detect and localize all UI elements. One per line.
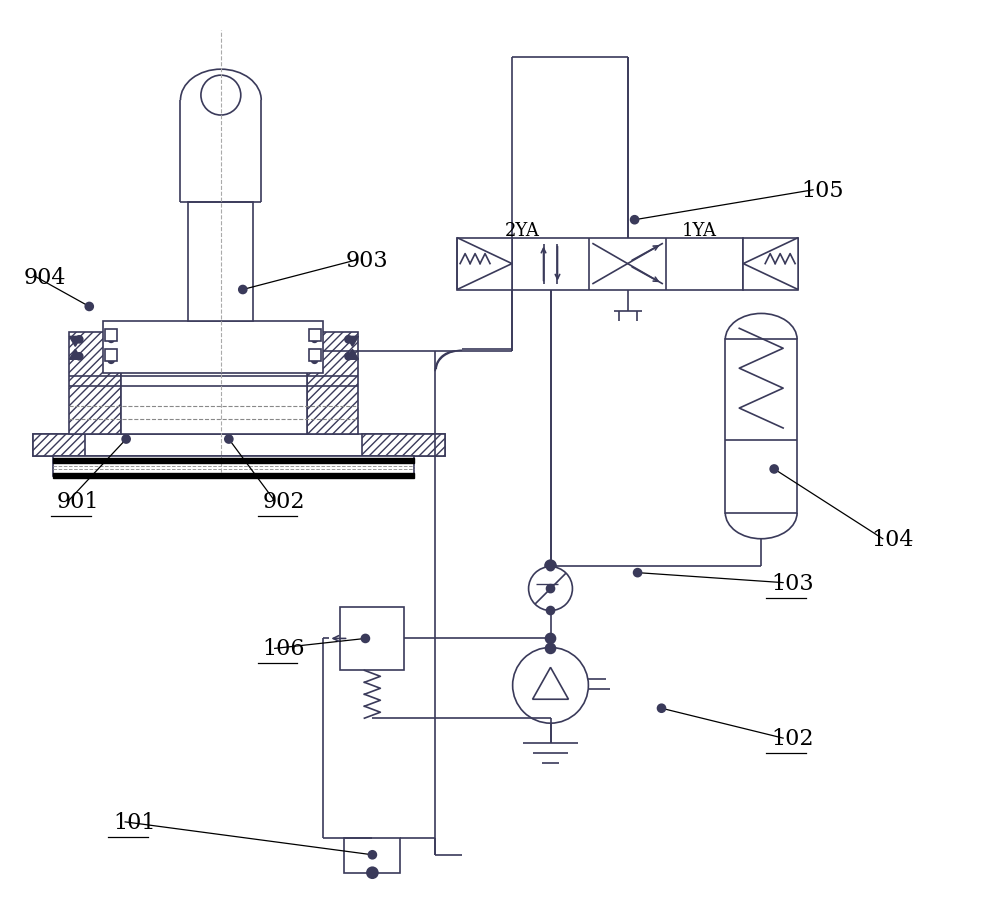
Circle shape: [513, 648, 588, 723]
Bar: [188, 202, 253, 322]
Circle shape: [547, 585, 555, 593]
Circle shape: [546, 644, 555, 654]
Bar: [53, 456, 414, 476]
Text: 101: 101: [113, 811, 156, 833]
Text: 2YA: 2YA: [505, 221, 540, 240]
Bar: [307, 333, 358, 435]
Text: 904: 904: [23, 266, 66, 288]
Bar: [33, 435, 85, 456]
Bar: [340, 607, 404, 670]
Polygon shape: [346, 350, 358, 360]
Bar: [457, 239, 512, 291]
Circle shape: [312, 337, 318, 343]
Circle shape: [368, 851, 376, 859]
Bar: [309, 330, 321, 342]
Circle shape: [345, 353, 352, 361]
Text: 903: 903: [345, 250, 388, 271]
Bar: [105, 350, 117, 362]
Polygon shape: [53, 474, 414, 478]
Circle shape: [76, 336, 83, 343]
Circle shape: [312, 358, 318, 363]
Polygon shape: [457, 239, 512, 291]
Bar: [69, 333, 121, 435]
Circle shape: [546, 634, 555, 644]
Text: 902: 902: [263, 490, 305, 512]
Circle shape: [201, 77, 241, 116]
Bar: [309, 350, 321, 362]
Bar: [512, 239, 743, 291]
Polygon shape: [69, 337, 81, 347]
Circle shape: [122, 435, 130, 444]
Circle shape: [345, 336, 352, 343]
Bar: [121, 333, 307, 435]
Polygon shape: [69, 350, 81, 360]
Bar: [362, 435, 445, 456]
Circle shape: [545, 560, 556, 571]
Circle shape: [529, 567, 572, 611]
Bar: [103, 322, 323, 374]
Circle shape: [361, 635, 369, 643]
Circle shape: [547, 607, 555, 615]
Bar: [743, 239, 798, 291]
Text: 103: 103: [771, 572, 814, 594]
Bar: [105, 330, 117, 342]
Circle shape: [85, 303, 93, 311]
Text: 106: 106: [263, 638, 305, 660]
Bar: [344, 838, 400, 873]
Polygon shape: [743, 239, 798, 291]
Circle shape: [658, 704, 665, 712]
Circle shape: [634, 569, 642, 577]
Bar: [33, 435, 445, 456]
Text: 105: 105: [801, 179, 844, 201]
Polygon shape: [346, 337, 358, 347]
Circle shape: [76, 353, 83, 361]
Circle shape: [367, 867, 378, 878]
Polygon shape: [53, 458, 414, 464]
Bar: [725, 340, 797, 513]
Text: 1YA: 1YA: [681, 221, 716, 240]
Circle shape: [770, 466, 778, 474]
Text: 104: 104: [871, 528, 913, 550]
Text: 901: 901: [56, 490, 99, 512]
Circle shape: [547, 563, 555, 571]
Circle shape: [239, 286, 247, 294]
Circle shape: [631, 217, 639, 224]
Circle shape: [108, 337, 114, 343]
Circle shape: [225, 435, 233, 444]
Circle shape: [108, 358, 114, 363]
Text: 102: 102: [771, 727, 814, 750]
Polygon shape: [533, 668, 568, 700]
